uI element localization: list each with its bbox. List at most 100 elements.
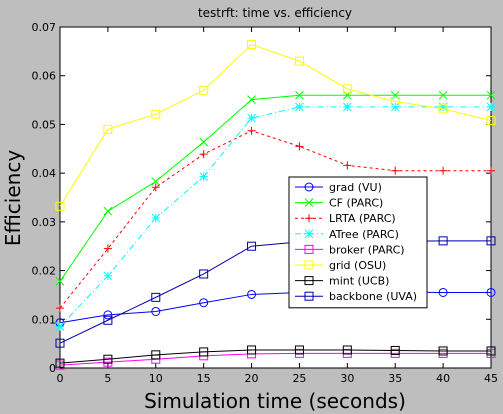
data-point	[486, 287, 496, 297]
data-point	[486, 102, 496, 112]
legend-marker	[304, 291, 314, 301]
legend-marker	[304, 182, 314, 192]
legend-marker	[305, 214, 313, 223]
data-point	[56, 304, 64, 313]
data-point	[151, 306, 161, 316]
data-point	[103, 354, 113, 364]
data-point	[247, 95, 256, 104]
data-point	[342, 345, 352, 355]
data-point	[55, 358, 65, 368]
y-tick-label: 0.03	[32, 216, 57, 229]
data-point	[151, 183, 160, 192]
legend-box	[288, 176, 428, 309]
data-point	[103, 310, 113, 320]
data-point	[438, 346, 448, 356]
series-5	[55, 40, 496, 211]
data-point	[295, 102, 304, 112]
legend-marker	[304, 260, 314, 270]
data-point	[438, 90, 448, 100]
y-tick-label: 0.06	[32, 70, 57, 83]
data-point	[295, 90, 304, 100]
y-tick-label: 0.07	[32, 21, 57, 34]
legend-label: CF (PARC)	[329, 197, 383, 210]
data-point	[103, 244, 112, 253]
x-tick-label: 45	[484, 372, 498, 385]
legend-item: LRTA (PARC)	[295, 212, 396, 225]
data-point	[151, 350, 161, 360]
x-axis-label: Simulation time (seconds)	[144, 389, 406, 413]
x-tick-label: 35	[388, 372, 402, 385]
data-point	[247, 113, 256, 123]
legend-marker	[304, 276, 314, 286]
legend-item: mint (UCB)	[295, 275, 389, 288]
data-point	[199, 85, 209, 95]
data-point	[295, 142, 304, 151]
data-point	[103, 124, 113, 134]
data-point	[151, 213, 161, 223]
data-point	[343, 161, 352, 170]
data-point	[103, 271, 113, 281]
legend-label: broker (PARC)	[329, 243, 405, 256]
data-point	[390, 345, 400, 355]
series-2	[56, 126, 495, 313]
chart-title: testrft: time vs. efficiency	[198, 6, 352, 20]
data-point	[438, 104, 448, 114]
y-tick-label: 0	[49, 362, 56, 375]
data-point	[294, 345, 304, 355]
data-point	[486, 236, 496, 246]
x-tick-label: 30	[340, 372, 354, 385]
series-line	[59, 43, 492, 207]
series-line	[59, 94, 491, 282]
x-axis: 0 5 10 15 20 25 30 35 40 45	[57, 27, 498, 385]
legend-item: CF (PARC)	[295, 197, 383, 210]
y-tick-label: 0.01	[32, 313, 57, 326]
y-tick-label: 0.04	[32, 167, 57, 180]
data-point	[247, 345, 257, 355]
x-tick-label: 5	[104, 372, 111, 385]
data-point	[247, 289, 257, 299]
data-point	[390, 97, 400, 107]
legend-item: grid (OSU)	[295, 259, 386, 272]
data-point	[199, 269, 209, 279]
legend: grad (VU) CF (PARC) LRTA (PARC) ATree (PARC…	[288, 176, 428, 309]
x-tick-label: 20	[245, 372, 259, 385]
series-line	[59, 352, 491, 366]
legend-label: mint (UCB)	[329, 275, 389, 288]
y-tick-label: 0.02	[32, 265, 57, 278]
data-point	[151, 177, 161, 186]
data-point	[486, 90, 496, 100]
data-point	[247, 126, 256, 135]
legend-label: backbone (UVA)	[329, 290, 417, 303]
data-point	[199, 298, 209, 308]
data-point	[55, 338, 65, 348]
data-point	[439, 166, 448, 175]
data-point	[342, 84, 352, 94]
legend-item: ATree (PARC)	[295, 228, 399, 241]
legend-marker	[304, 244, 314, 254]
series-3	[55, 102, 496, 331]
legend-label: LRTA (PARC)	[329, 212, 396, 225]
x-tick-label: 25	[292, 372, 306, 385]
series-line	[59, 130, 491, 309]
legend-item: backbone (UVA)	[295, 290, 417, 303]
x-tick-label: 10	[149, 372, 163, 385]
data-point	[438, 102, 448, 112]
x-tick-label: 40	[436, 372, 450, 385]
legend-label: ATree (PARC)	[329, 228, 399, 241]
data-point	[342, 102, 352, 112]
data-point	[438, 236, 448, 246]
data-point	[199, 137, 209, 147]
data-point	[486, 116, 496, 126]
data-point	[438, 287, 448, 297]
legend-item: grad (VU)	[295, 181, 382, 194]
legend-marker	[304, 229, 314, 239]
data-point	[151, 109, 161, 119]
data-point	[55, 201, 65, 211]
data-point	[199, 172, 209, 181]
legend-item: broker (PARC)	[295, 243, 405, 256]
x-tick-label: 0	[57, 372, 64, 385]
data-point	[486, 346, 496, 356]
data-point	[151, 292, 161, 302]
